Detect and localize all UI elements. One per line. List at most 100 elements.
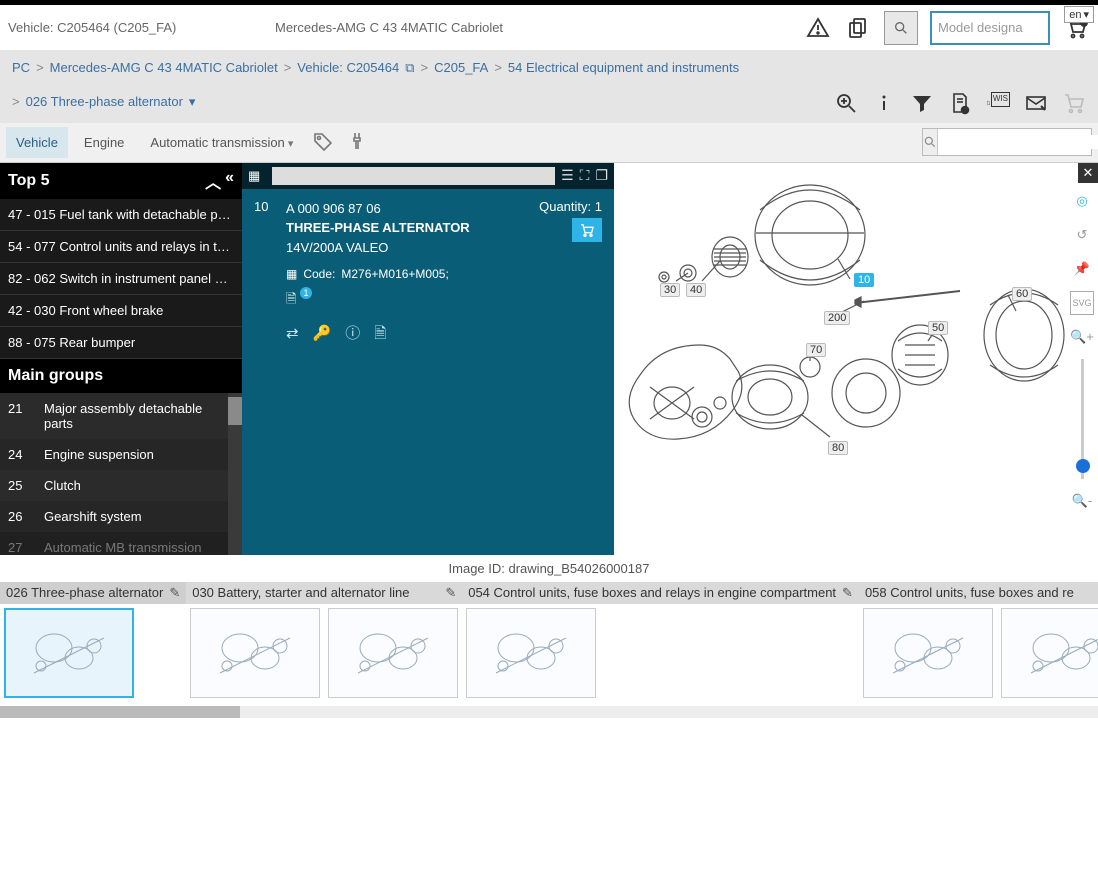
top5-item[interactable]: 54 - 077 Control units and relays in tru… [0,231,242,263]
group-row[interactable]: 21Major assembly detachable parts [0,393,242,439]
diagram-callout[interactable]: 60 [1012,287,1032,301]
breadcrumb-item[interactable]: C205_FA [434,58,488,79]
group-row[interactable]: 25Clutch [0,470,242,501]
diagram-callout[interactable]: 50 [928,321,948,335]
thumb-label[interactable]: 026 Three-phase alternator✎ [0,582,186,604]
popout-icon[interactable]: ❐ [595,167,608,184]
breadcrumb-item[interactable]: Mercedes-AMG C 43 4MATIC Cabriolet [50,58,278,79]
target-icon[interactable]: ◎ [1070,189,1094,213]
edit-icon[interactable]: ✎ [842,585,853,601]
zoom-out-icon[interactable]: 🔍- [1070,489,1094,513]
exploded-diagram [614,163,1098,555]
breadcrumb-current[interactable]: 026 Three-phase alternator [26,92,183,113]
document-alert-icon[interactable]: ! [948,91,972,115]
note-icon[interactable]: 🗎1 [286,289,527,309]
thumb-label[interactable]: 030 Battery, starter and alternator line… [186,582,462,604]
diagram-viewer[interactable]: ✕ [614,163,1098,555]
part-row[interactable]: 10 A 000 906 87 06 THREE-PHASE ALTERNATO… [254,199,602,346]
thumbnail[interactable] [328,608,458,698]
breadcrumb-toolbar: ! WIS [834,91,1086,115]
expand-icon[interactable]: ⛶ [580,167,590,184]
diagram-callout[interactable]: 40 [686,283,706,297]
warning-icon[interactable] [804,14,832,42]
key-icon[interactable]: 🔑 [313,323,332,346]
copy-small-icon[interactable]: ⧉ [405,58,414,79]
main-groups-label: Main groups [0,359,242,393]
diagram-callout[interactable]: 200 [824,311,850,325]
list-icon[interactable]: ☰ [561,167,574,184]
horizontal-scrollbar[interactable] [0,706,1098,718]
search-icon[interactable] [923,129,938,155]
history-icon[interactable]: ↺ [1070,223,1094,247]
top5-item[interactable]: 42 - 030 Front wheel brake [0,295,242,327]
image-id-label: Image ID: drawing_B54026000187 [0,555,1098,582]
qty-label: Quantity: [539,199,591,214]
cart-outline-icon[interactable] [1062,91,1086,115]
top5-item[interactable]: 82 - 062 Switch in instrument panel an..… [0,263,242,295]
qty-value: 1 [595,199,602,214]
swap-icon[interactable]: ⇄ [286,323,299,346]
edit-icon[interactable]: ✎ [169,585,180,601]
pin-icon[interactable]: 📌 [1070,257,1094,281]
language-selector[interactable]: en▾ [1064,6,1094,23]
breadcrumb-item[interactable]: 54 Electrical equipment and instruments [508,58,739,79]
diagram-toolbar: ◎ ↺ 📌 SVG 🔍+ 🔍- [1068,189,1096,513]
part-position: 10 [254,199,274,346]
svg-export-icon[interactable]: SVG [1070,291,1094,315]
thumb-label[interactable]: 054 Control units, fuse boxes and relays… [462,582,859,604]
part-number: A 000 906 87 06 [286,199,527,219]
group-scrollbar[interactable] [228,393,242,555]
doc-icon[interactable]: 🗎 [374,323,386,346]
part-tools: ⇄ 🔑 ⓘ 🗎 [286,323,527,346]
diagram-callout[interactable]: 10 [854,273,874,287]
add-to-cart-button[interactable] [572,218,602,242]
tabbar: Vehicle Engine Automatic transmission ✕ [0,123,1098,163]
thumbnail[interactable] [4,608,134,698]
zoom-in-icon[interactable]: 🔍+ [1070,325,1094,349]
bolt-icon[interactable] [343,128,371,156]
mail-icon[interactable] [1024,91,1048,115]
code-label: Code: [303,265,335,283]
top5-item[interactable]: 88 - 075 Rear bumper [0,327,242,359]
info-circle-icon[interactable]: ⓘ [345,323,360,346]
group-row[interactable]: 24Engine suspension [0,439,242,470]
top5-item[interactable]: 47 - 015 Fuel tank with detachable parts [0,199,242,231]
grid-icon: ▦ [286,265,297,283]
diagram-callout[interactable]: 30 [660,283,680,297]
zoom-icon[interactable] [834,91,858,115]
tag-icon[interactable] [309,128,337,156]
breadcrumb-item[interactable]: Vehicle: C205464 [297,58,399,79]
group-row[interactable]: 26Gearshift system [0,501,242,532]
sidebar-top5-header: Top 5 ︿« [0,163,242,199]
diagram-callout[interactable]: 70 [806,343,826,357]
model-search-input[interactable]: Model designa [930,11,1050,45]
tab-vehicle[interactable]: Vehicle [6,127,68,158]
copy-icon[interactable] [844,14,872,42]
breadcrumb-item[interactable]: PC [12,58,30,79]
parts-filter-input[interactable] [272,167,555,185]
panel-menu-icon[interactable]: ▦ [248,168,266,184]
info-icon[interactable] [872,91,896,115]
diagram-callout[interactable]: 80 [828,441,848,455]
sidebar: Top 5 ︿« 47 - 015 Fuel tank with detacha… [0,163,242,555]
collapse-icon[interactable]: « [225,169,234,193]
note-count: 1 [300,287,312,299]
group-row[interactable]: 27Automatic MB transmission [0,532,242,555]
local-search-input[interactable] [938,135,1098,149]
svg-text:!: ! [964,108,965,114]
document-wis-icon[interactable]: WIS [986,91,1010,115]
chevron-down-icon[interactable]: ▾ [189,92,196,113]
search-toggle-button[interactable] [884,11,918,45]
thumbnail[interactable] [863,608,993,698]
edit-icon[interactable]: ✎ [445,585,456,601]
thumbnail[interactable] [1001,608,1098,698]
tab-transmission[interactable]: Automatic transmission [140,127,303,158]
zoom-slider[interactable] [1068,359,1096,479]
vehicle-label: Vehicle: C205464 (C205_FA) [8,20,176,35]
filter-icon[interactable] [910,91,934,115]
thumbnail[interactable] [190,608,320,698]
thumb-label[interactable]: 058 Control units, fuse boxes and re✎ [859,582,1098,604]
tab-engine[interactable]: Engine [74,127,134,158]
thumbnail[interactable] [466,608,596,698]
chevron-up-icon[interactable]: ︿ [205,169,221,193]
